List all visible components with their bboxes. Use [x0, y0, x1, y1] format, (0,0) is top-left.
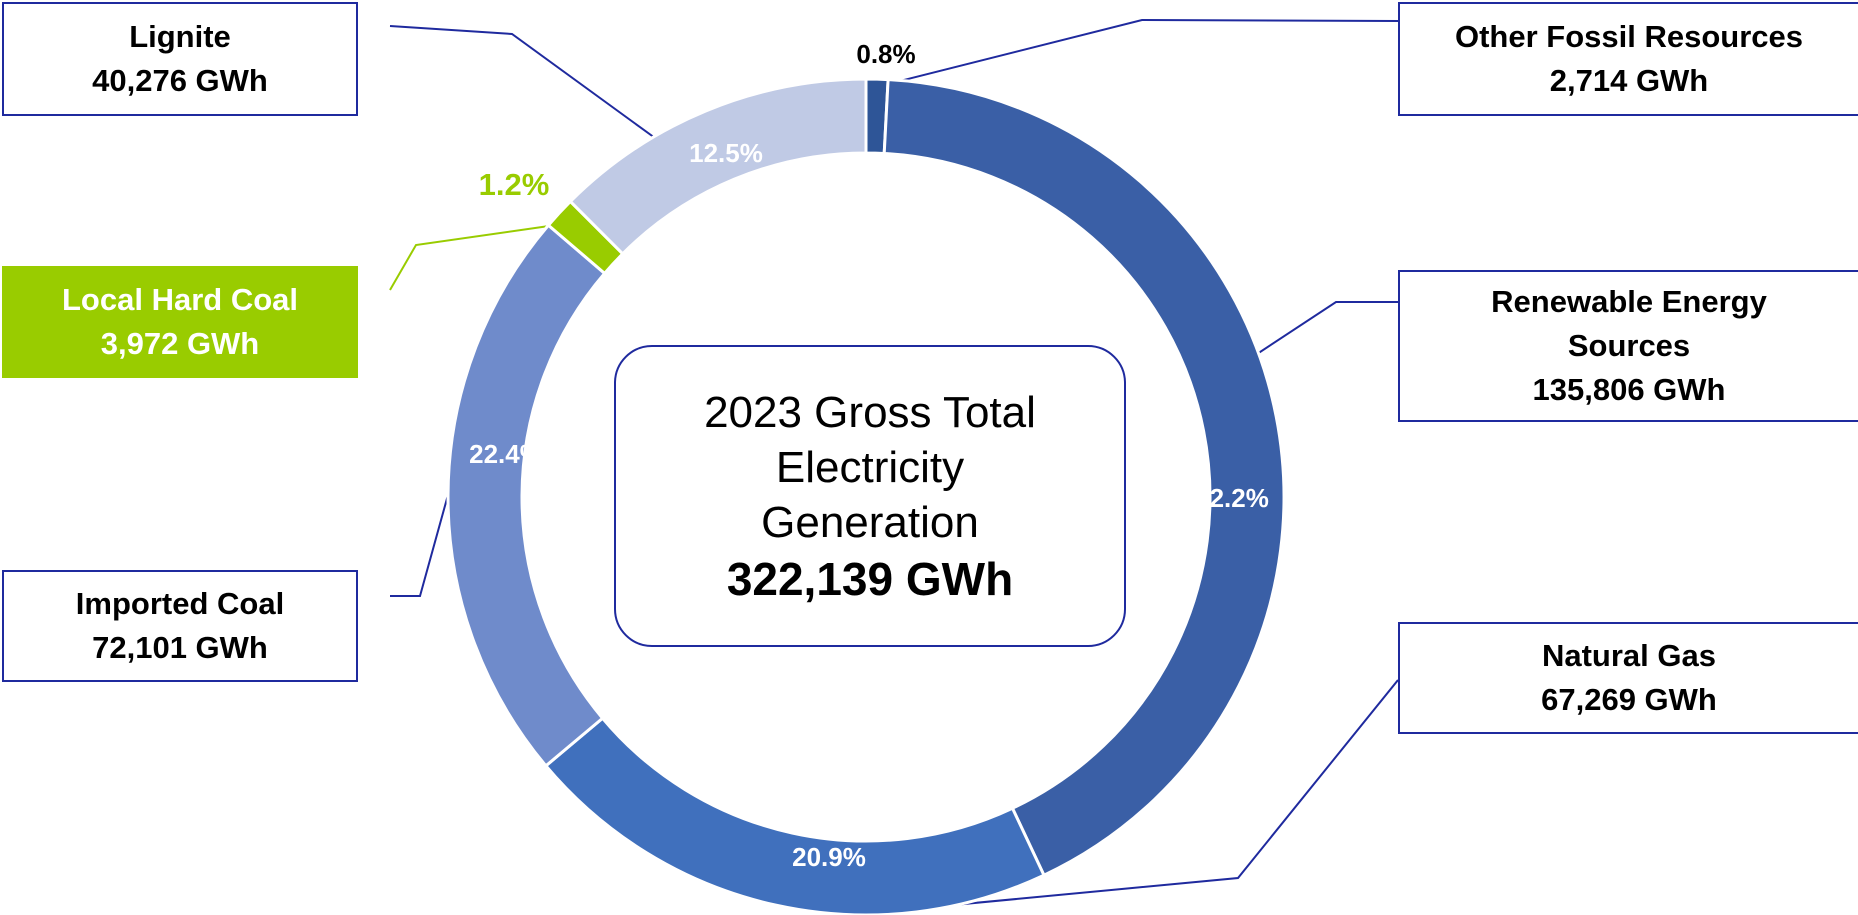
callout-local-hard-coal-name: Local Hard Coal	[62, 282, 298, 317]
leader-line-natural-gas	[857, 679, 1399, 915]
callout-renewable-name-line-1: Renewable Energy	[1491, 284, 1767, 319]
callout-other-fossil: Other Fossil Resources 2,714 GWh	[1398, 2, 1858, 116]
leader-line-renewable	[1253, 301, 1398, 357]
callout-renewable: Renewable Energy Sources 135,806 GWh	[1398, 270, 1858, 422]
callout-natural-gas-name: Natural Gas	[1541, 638, 1716, 673]
callout-local-hard-coal-value: 3,972 GWh	[100, 326, 260, 361]
slice-imported-coal	[446, 223, 607, 768]
callout-lignite-name: Lignite	[129, 19, 231, 54]
callout-natural-gas: Natural Gas 67,269 GWh	[1398, 622, 1858, 734]
callout-local-hard-coal: Local Hard Coal 3,972 GWh	[2, 266, 358, 378]
callout-imported-coal-value: 72,101 GWh	[92, 630, 268, 665]
leader-line-lignite	[389, 25, 667, 147]
callout-renewable-value: 135,806 GWh	[1532, 372, 1726, 407]
pct-label-renewable-energy-sources: 42.2%	[1195, 483, 1269, 513]
center-total-box: 2023 Gross Total Electricity Generation …	[614, 345, 1126, 647]
pct-label-natural-gas: 20.9%	[792, 842, 866, 872]
leader-line-other-fossil	[887, 18, 1399, 85]
callout-imported-coal: Imported Coal 72,101 GWh	[2, 570, 358, 682]
center-title-line-1: 2023 Gross Total	[704, 387, 1036, 437]
center-title-line-3: Generation	[761, 497, 979, 547]
slice-renewable-energy-sources	[882, 78, 1286, 878]
callout-other-fossil-name: Other Fossil Resources	[1454, 19, 1803, 54]
pct-label-local-hard-coal: 1.2%	[479, 167, 550, 202]
callout-lignite: Lignite 40,276 GWh	[2, 2, 358, 116]
center-total-value: 322,139 GWh	[726, 552, 1014, 605]
pct-label-imported-coal: 22.4%	[469, 439, 543, 469]
callout-lignite-value: 40,276 GWh	[92, 63, 268, 98]
pct-label-lignite: 12.5%	[689, 138, 763, 168]
callout-natural-gas-value: 67,269 GWh	[1541, 682, 1717, 717]
center-title-line-2: Electricity	[775, 442, 965, 492]
slice-lignite	[568, 77, 868, 256]
callout-imported-coal-name: Imported Coal	[75, 586, 285, 621]
callout-renewable-name-line-2: Sources	[1567, 328, 1691, 363]
leader-line-local-hard-coal	[389, 224, 557, 291]
slice-natural-gas	[543, 716, 1046, 915]
callout-other-fossil-value: 2,714 GWh	[1549, 63, 1709, 98]
leader-line-imported-coal	[390, 465, 457, 597]
pct-label-other-fossil-resources: 0.8%	[856, 39, 915, 69]
